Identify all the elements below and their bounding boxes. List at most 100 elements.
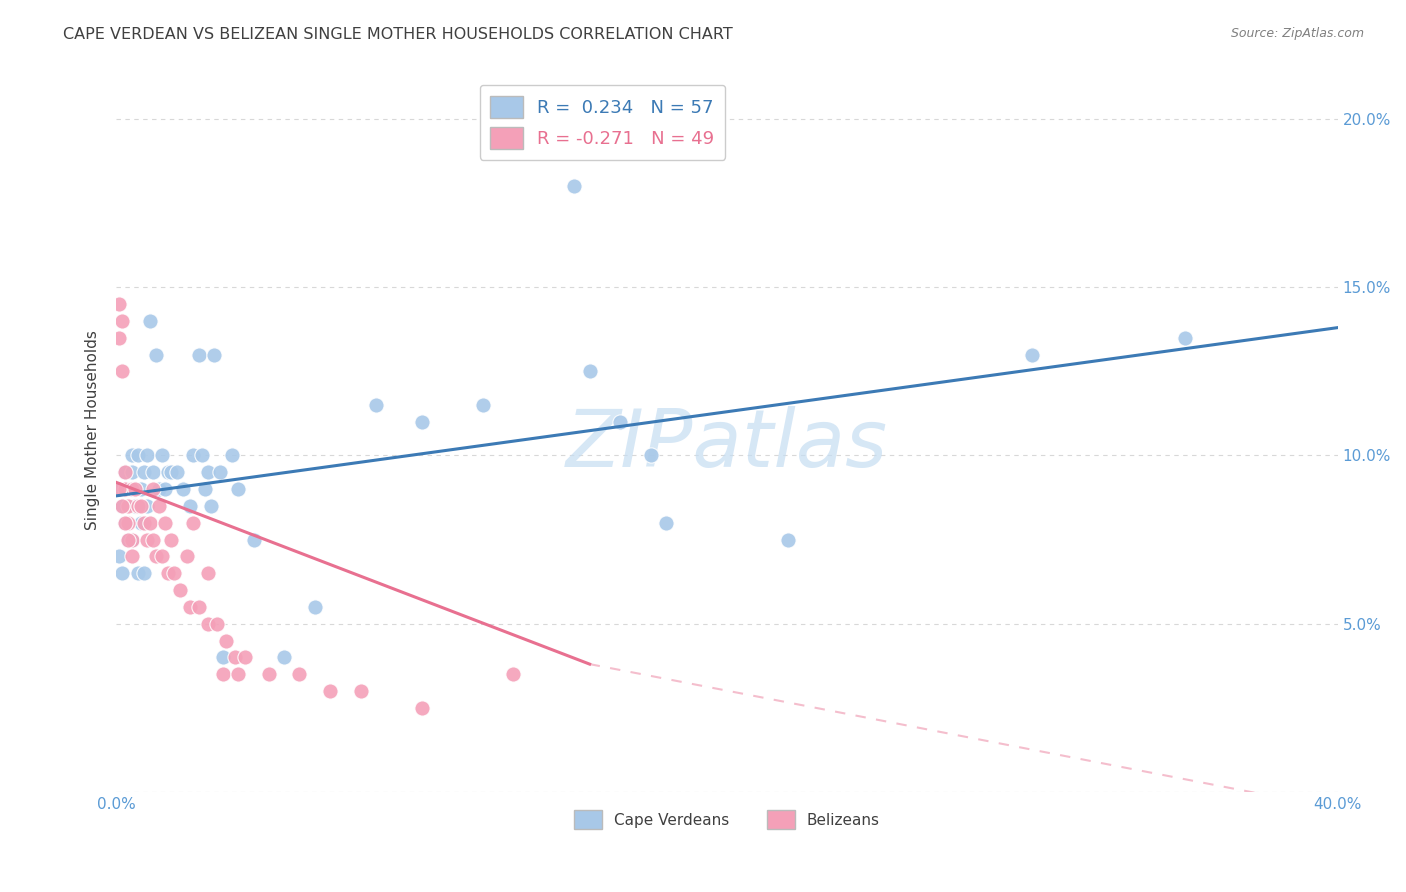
Point bbox=[411, 701, 433, 715]
Point bbox=[169, 583, 191, 598]
Point bbox=[139, 516, 162, 530]
Point bbox=[121, 449, 143, 463]
Point bbox=[129, 482, 152, 496]
Point bbox=[187, 347, 209, 361]
Point bbox=[166, 465, 188, 479]
Point bbox=[114, 482, 136, 496]
Point bbox=[160, 465, 183, 479]
Point bbox=[157, 566, 180, 581]
Point bbox=[111, 499, 134, 513]
Point bbox=[194, 482, 217, 496]
Point bbox=[135, 499, 157, 513]
Point bbox=[121, 482, 143, 496]
Point bbox=[187, 599, 209, 614]
Point bbox=[117, 533, 139, 547]
Point bbox=[197, 616, 219, 631]
Point bbox=[148, 499, 170, 513]
Point bbox=[640, 449, 662, 463]
Point bbox=[111, 364, 134, 378]
Point bbox=[148, 482, 170, 496]
Point bbox=[153, 482, 176, 496]
Point bbox=[117, 482, 139, 496]
Text: ZIPatlas: ZIPatlas bbox=[567, 406, 889, 483]
Point bbox=[142, 465, 165, 479]
Point bbox=[127, 499, 149, 513]
Point bbox=[609, 415, 631, 429]
Point bbox=[212, 650, 235, 665]
Point bbox=[132, 566, 155, 581]
Point bbox=[304, 599, 326, 614]
Text: CAPE VERDEAN VS BELIZEAN SINGLE MOTHER HOUSEHOLDS CORRELATION CHART: CAPE VERDEAN VS BELIZEAN SINGLE MOTHER H… bbox=[63, 27, 733, 42]
Point bbox=[197, 566, 219, 581]
Point bbox=[502, 667, 524, 681]
Point bbox=[132, 516, 155, 530]
Point bbox=[121, 465, 143, 479]
Point bbox=[197, 465, 219, 479]
Point bbox=[562, 179, 585, 194]
Point bbox=[228, 482, 250, 496]
Point bbox=[124, 482, 146, 496]
Point bbox=[172, 482, 194, 496]
Point bbox=[145, 347, 167, 361]
Point bbox=[202, 347, 225, 361]
Point bbox=[142, 533, 165, 547]
Point bbox=[778, 533, 800, 547]
Point bbox=[411, 415, 433, 429]
Point bbox=[200, 499, 222, 513]
Point bbox=[215, 633, 238, 648]
Point bbox=[108, 482, 131, 496]
Point bbox=[108, 482, 131, 496]
Point bbox=[233, 650, 256, 665]
Point bbox=[157, 465, 180, 479]
Point bbox=[181, 516, 204, 530]
Point bbox=[145, 549, 167, 564]
Point bbox=[111, 566, 134, 581]
Point bbox=[212, 667, 235, 681]
Point bbox=[1174, 331, 1197, 345]
Point bbox=[153, 516, 176, 530]
Point bbox=[221, 449, 243, 463]
Point bbox=[117, 533, 139, 547]
Point bbox=[364, 398, 387, 412]
Point bbox=[111, 499, 134, 513]
Point bbox=[135, 533, 157, 547]
Point bbox=[205, 616, 228, 631]
Point bbox=[114, 516, 136, 530]
Point bbox=[139, 314, 162, 328]
Point bbox=[129, 516, 152, 530]
Point bbox=[181, 449, 204, 463]
Point bbox=[124, 499, 146, 513]
Point bbox=[127, 449, 149, 463]
Point bbox=[124, 482, 146, 496]
Point bbox=[121, 549, 143, 564]
Point bbox=[108, 297, 131, 311]
Point bbox=[319, 684, 342, 698]
Point bbox=[228, 667, 250, 681]
Point bbox=[163, 566, 186, 581]
Point bbox=[176, 549, 198, 564]
Point bbox=[121, 533, 143, 547]
Point bbox=[135, 449, 157, 463]
Point bbox=[129, 499, 152, 513]
Point bbox=[209, 465, 232, 479]
Point bbox=[150, 449, 173, 463]
Point bbox=[108, 331, 131, 345]
Point bbox=[471, 398, 494, 412]
Point bbox=[257, 667, 280, 681]
Point bbox=[108, 549, 131, 564]
Point bbox=[655, 516, 678, 530]
Point bbox=[242, 533, 264, 547]
Point bbox=[179, 499, 201, 513]
Legend: Cape Verdeans, Belizeans: Cape Verdeans, Belizeans bbox=[568, 804, 886, 835]
Point bbox=[288, 667, 311, 681]
Point bbox=[349, 684, 371, 698]
Point bbox=[121, 533, 143, 547]
Text: Source: ZipAtlas.com: Source: ZipAtlas.com bbox=[1230, 27, 1364, 40]
Point bbox=[578, 364, 600, 378]
Point bbox=[179, 599, 201, 614]
Point bbox=[114, 465, 136, 479]
Point bbox=[117, 516, 139, 530]
Point bbox=[117, 499, 139, 513]
Point bbox=[160, 533, 183, 547]
Point bbox=[142, 482, 165, 496]
